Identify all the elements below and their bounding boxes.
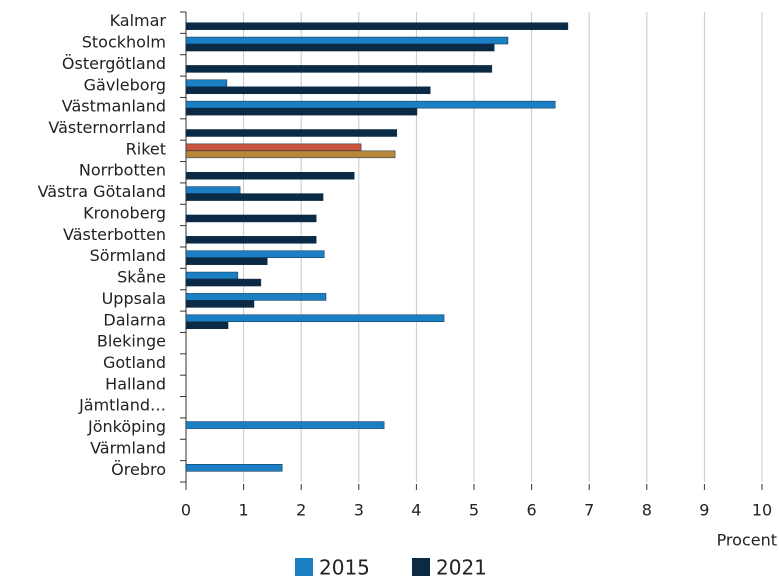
legend-label: 2015	[319, 556, 370, 580]
bar	[185, 65, 493, 73]
legend-label: 2021	[436, 556, 487, 580]
y-tick-label: Värmland	[90, 438, 166, 457]
y-tick-label: Gävleborg	[84, 75, 166, 94]
x-tick-label: 9	[699, 501, 709, 520]
y-tick-label: Halland	[105, 374, 166, 393]
x-tick-label: 10	[752, 501, 772, 520]
x-tick-label: 3	[354, 501, 364, 520]
y-tick-label: Gotland	[103, 353, 166, 372]
y-tick-label: Sörmland	[90, 246, 166, 265]
bar	[185, 321, 229, 330]
bar	[185, 100, 556, 109]
y-tick-label: Skåne	[117, 268, 166, 287]
y-tick-label: Stockholm	[82, 33, 166, 52]
y-tick-label: Kalmar	[110, 11, 167, 30]
bar	[185, 278, 262, 287]
y-tick-label: Västerbotten	[63, 225, 166, 244]
bar	[185, 300, 255, 308]
bar	[185, 107, 418, 116]
bar	[185, 186, 241, 194]
bar	[185, 22, 569, 30]
x-tick-label: 2	[296, 501, 306, 520]
bar	[185, 193, 324, 201]
y-tick-label: Västmanland	[62, 97, 166, 116]
bar	[185, 293, 327, 301]
bar	[185, 271, 239, 280]
y-tick-label: Östergötland	[62, 54, 166, 73]
legend-swatch	[295, 558, 313, 576]
legend-swatch	[412, 558, 430, 576]
bar	[185, 79, 228, 88]
bar	[185, 86, 431, 95]
bar	[185, 464, 283, 472]
y-tick-label: Jämtland…	[78, 396, 166, 415]
x-tick-label: 6	[527, 501, 537, 520]
bar	[185, 36, 509, 45]
y-tick-label: Dalarna	[103, 310, 166, 329]
y-tick-label: Västra Götaland	[38, 182, 166, 201]
bar	[185, 236, 317, 244]
x-axis-label: Procent	[717, 531, 777, 550]
bar	[185, 250, 325, 258]
y-tick-label: Norrbotten	[79, 161, 166, 180]
x-tick-label: 4	[411, 501, 421, 520]
y-tick-label: Riket	[126, 139, 166, 158]
y-tick-label: Jönköping	[87, 417, 166, 436]
bar	[185, 43, 495, 52]
bar	[185, 314, 445, 323]
y-tick-label: Västernorrland	[48, 118, 166, 137]
bar	[185, 171, 355, 180]
bar	[185, 214, 317, 223]
bar	[185, 143, 362, 152]
y-tick-label: Kronoberg	[83, 203, 166, 222]
bar	[185, 421, 385, 429]
bar	[185, 129, 398, 137]
y-tick-label: Uppsala	[102, 289, 166, 308]
bar	[185, 150, 396, 159]
y-tick-label: Örebro	[111, 460, 166, 479]
x-tick-label: 8	[642, 501, 652, 520]
x-tick-label: 1	[239, 501, 249, 520]
x-tick-label: 0	[181, 501, 191, 520]
bar	[185, 257, 268, 265]
x-tick-label: 5	[469, 501, 479, 520]
x-tick-label: 7	[584, 501, 594, 520]
y-tick-label: Blekinge	[97, 332, 166, 351]
